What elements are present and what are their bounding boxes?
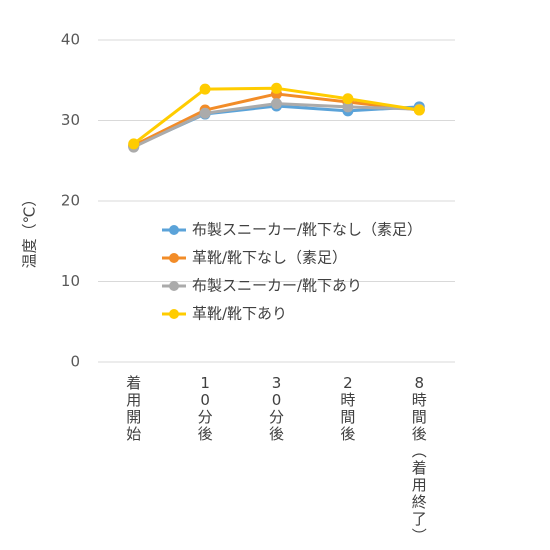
legend-entry: 革靴/靴下なし（素足） <box>192 249 347 267</box>
legend-entry: 布製スニーカー/靴下あり <box>192 277 362 295</box>
legend-entry: 革靴/靴下あり <box>192 305 287 323</box>
legend-marker <box>169 253 179 263</box>
gridlines <box>98 39 455 363</box>
y-axis-ticks: 0 10 20 30 40 <box>61 31 80 371</box>
data-point <box>128 138 140 150</box>
legend: 布製スニーカー/靴下なし（素足） 革靴/靴下なし（素足） 布製スニーカー/靴下あり革… <box>162 221 422 323</box>
legend-marker <box>169 225 179 235</box>
x-axis-categories: 着用開始 1 0 分後 3 0 分後 2 時間後 8 時間後︵着用終了︶ <box>126 374 427 545</box>
legend-marker <box>169 309 179 319</box>
y-tick-label: 0 <box>70 353 80 371</box>
legend-entry: 布製スニーカー/靴下なし（素足） <box>192 221 422 239</box>
y-tick-label: 10 <box>61 272 80 290</box>
series-lines <box>128 82 425 153</box>
data-point <box>413 104 425 116</box>
y-axis-label: 温度（℃） <box>21 192 39 269</box>
x-category-label: 1 0 分後 <box>198 374 213 443</box>
data-point <box>199 107 211 119</box>
y-tick-label: 30 <box>61 111 80 129</box>
data-point <box>271 98 282 110</box>
data-point <box>271 82 282 94</box>
y-tick-label: 20 <box>61 192 80 210</box>
x-category-label: 8 時間後︵着用終了︶ <box>412 374 427 545</box>
y-tick-label: 40 <box>61 31 80 49</box>
x-category-label: 3 0 分後 <box>269 374 284 443</box>
x-category-label: 2 時間後 <box>340 374 355 443</box>
legend-marker <box>169 281 179 291</box>
data-point <box>199 83 211 95</box>
x-category-label: 着用開始 <box>126 374 141 443</box>
data-point <box>342 93 354 105</box>
